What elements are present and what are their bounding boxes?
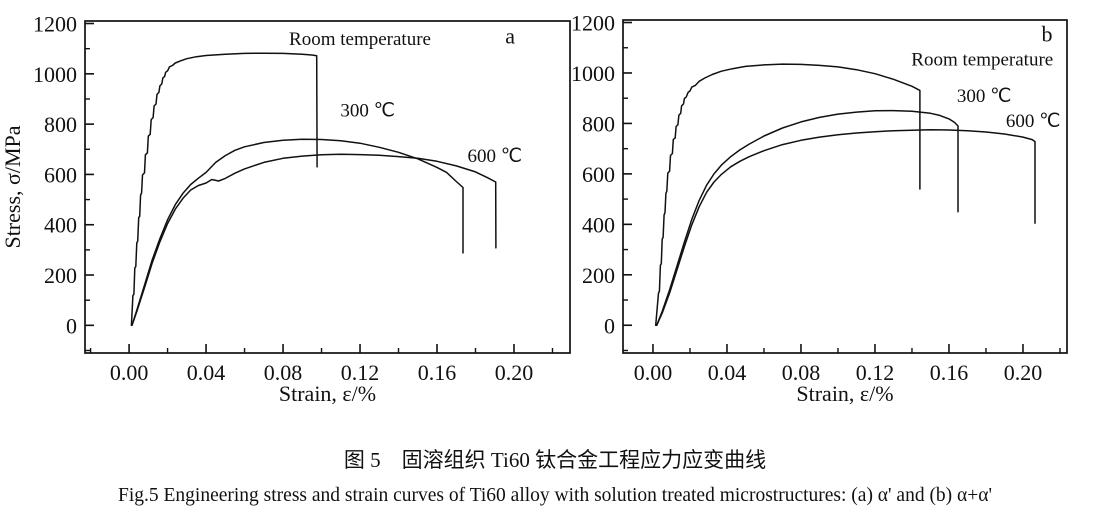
y-tick-label-b: 0 xyxy=(604,313,615,338)
y-tick-label-b: 1000 xyxy=(571,61,615,86)
curve-label-a-1: 300 ℃ xyxy=(340,101,395,122)
x-tick-label-a: 0.08 xyxy=(264,360,303,385)
y-tick-label-a: 0 xyxy=(66,313,77,338)
x-tick-label-a: 0.16 xyxy=(418,360,457,385)
panel-letter-b: b xyxy=(1042,21,1053,46)
curve-label-a-2: 600 ℃ xyxy=(467,146,522,167)
series-curve-b-0 xyxy=(654,63,921,327)
curve-label-b-1: 300 ℃ xyxy=(957,86,1012,107)
x-axis-label-b: Strain, ε/% xyxy=(796,381,893,406)
y-tick-label-a: 600 xyxy=(44,162,77,187)
x-tick-label-b: 0.00 xyxy=(634,360,673,385)
x-tick-label-a: 0.00 xyxy=(110,360,149,385)
series-curve-b-2 xyxy=(655,128,1036,327)
x-axis-label-a: Strain, ε/% xyxy=(279,381,376,406)
series-curve-a-1 xyxy=(131,138,464,327)
y-tick-label-a: 200 xyxy=(44,263,77,288)
series-curve-a-2 xyxy=(131,153,497,327)
x-tick-label-a: 0.20 xyxy=(495,360,534,385)
x-tick-label-b: 0.12 xyxy=(856,360,895,385)
curve-label-b-2: 600 ℃ xyxy=(1006,111,1061,132)
y-tick-label-b: 800 xyxy=(582,111,615,136)
panel-letter-a: a xyxy=(505,24,515,49)
curve-label-a-0: Room temperature xyxy=(289,29,431,50)
x-tick-label-b: 0.04 xyxy=(708,360,747,385)
y-tick-label-a: 400 xyxy=(44,213,77,238)
x-tick-label-b: 0.16 xyxy=(930,360,969,385)
curve-label-b-0: Room temperature xyxy=(911,49,1053,70)
x-tick-label-b: 0.20 xyxy=(1004,360,1043,385)
y-tick-label-a: 1200 xyxy=(33,12,77,37)
x-tick-label-b: 0.08 xyxy=(782,360,821,385)
y-tick-label-b: 200 xyxy=(582,263,615,288)
x-tick-label-a: 0.04 xyxy=(187,360,226,385)
caption-chinese: 图 5 固溶组织 Ti60 钛合金工程应力应变曲线 xyxy=(343,448,767,472)
y-tick-label-b: 400 xyxy=(582,212,615,237)
y-tick-label-b: 1200 xyxy=(571,11,615,36)
figure-canvas: 0.00 0.04 0.08 0.12 0.16 0.20 0 200 400 600 800 100… xyxy=(0,11,1068,406)
series-curve-b-1 xyxy=(655,109,959,327)
y-axis-label-a: Stress, σ/MPa xyxy=(0,125,25,248)
y-tick-label-a: 800 xyxy=(44,112,77,137)
caption-english: Fig.5 Engineering stress and strain curv… xyxy=(117,485,992,506)
series-curve-a-0 xyxy=(130,52,318,327)
plot-frame-a xyxy=(84,20,571,354)
y-tick-label-a: 1000 xyxy=(33,62,77,87)
x-tick-label-a: 0.12 xyxy=(341,360,380,385)
plot-frame-b xyxy=(622,19,1068,354)
y-tick-label-b: 600 xyxy=(582,162,615,187)
